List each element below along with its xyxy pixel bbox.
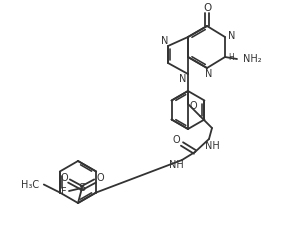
Text: NH: NH <box>168 160 183 170</box>
Text: N: N <box>179 74 187 84</box>
Text: NH: NH <box>205 141 219 151</box>
Text: N: N <box>205 69 213 79</box>
Text: NH₂: NH₂ <box>243 54 262 64</box>
Text: O: O <box>96 173 104 183</box>
Text: N: N <box>161 36 169 46</box>
Text: O: O <box>172 135 180 145</box>
Text: H: H <box>228 54 234 63</box>
Text: O: O <box>203 3 211 13</box>
Text: F: F <box>61 187 67 197</box>
Text: O: O <box>60 173 68 183</box>
Text: S: S <box>78 183 86 193</box>
Text: O: O <box>189 101 197 111</box>
Text: N: N <box>228 31 236 41</box>
Text: H₃C: H₃C <box>21 181 39 190</box>
